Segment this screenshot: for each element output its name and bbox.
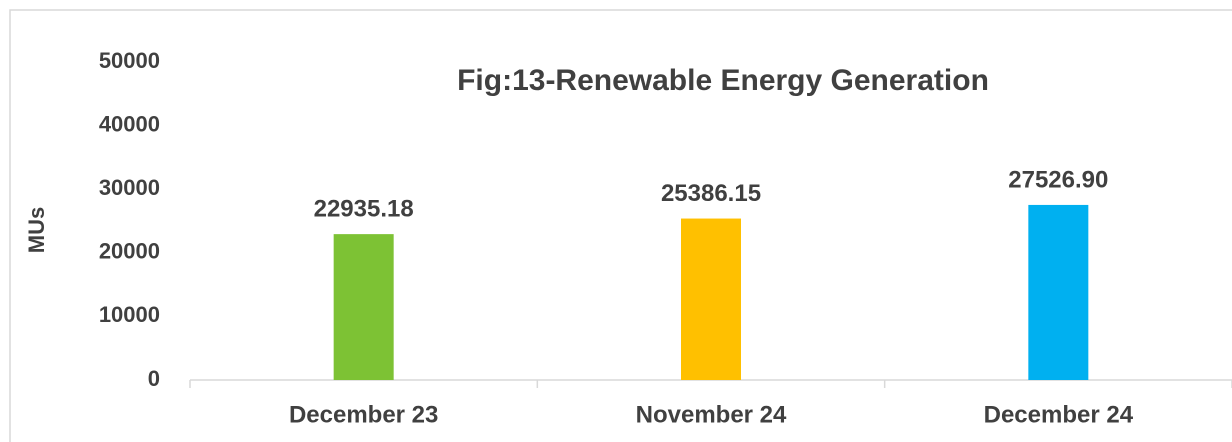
- bar: [1028, 204, 1089, 380]
- x-tick-label: December 23: [289, 401, 438, 428]
- y-tick-label: 0: [148, 366, 160, 391]
- y-tick-label: 30000: [99, 175, 160, 200]
- bar: [681, 218, 741, 380]
- chart-title: Fig:13-Renewable Energy Generation: [457, 64, 989, 97]
- x-tick-label: November 24: [636, 401, 787, 428]
- y-axis-label: MUs: [24, 207, 49, 253]
- y-tick-label: 20000: [99, 239, 160, 264]
- y-tick-label: 40000: [99, 111, 160, 136]
- y-tick-label: 50000: [99, 48, 160, 73]
- bar: [333, 234, 394, 380]
- value-label: 22935.18: [314, 195, 414, 222]
- x-tick-label: December 24: [984, 401, 1134, 428]
- value-label: 25386.15: [661, 180, 761, 207]
- chart-border: [9, 9, 1232, 442]
- y-tick-label: 10000: [99, 302, 160, 327]
- value-label: 27526.90: [1008, 166, 1108, 193]
